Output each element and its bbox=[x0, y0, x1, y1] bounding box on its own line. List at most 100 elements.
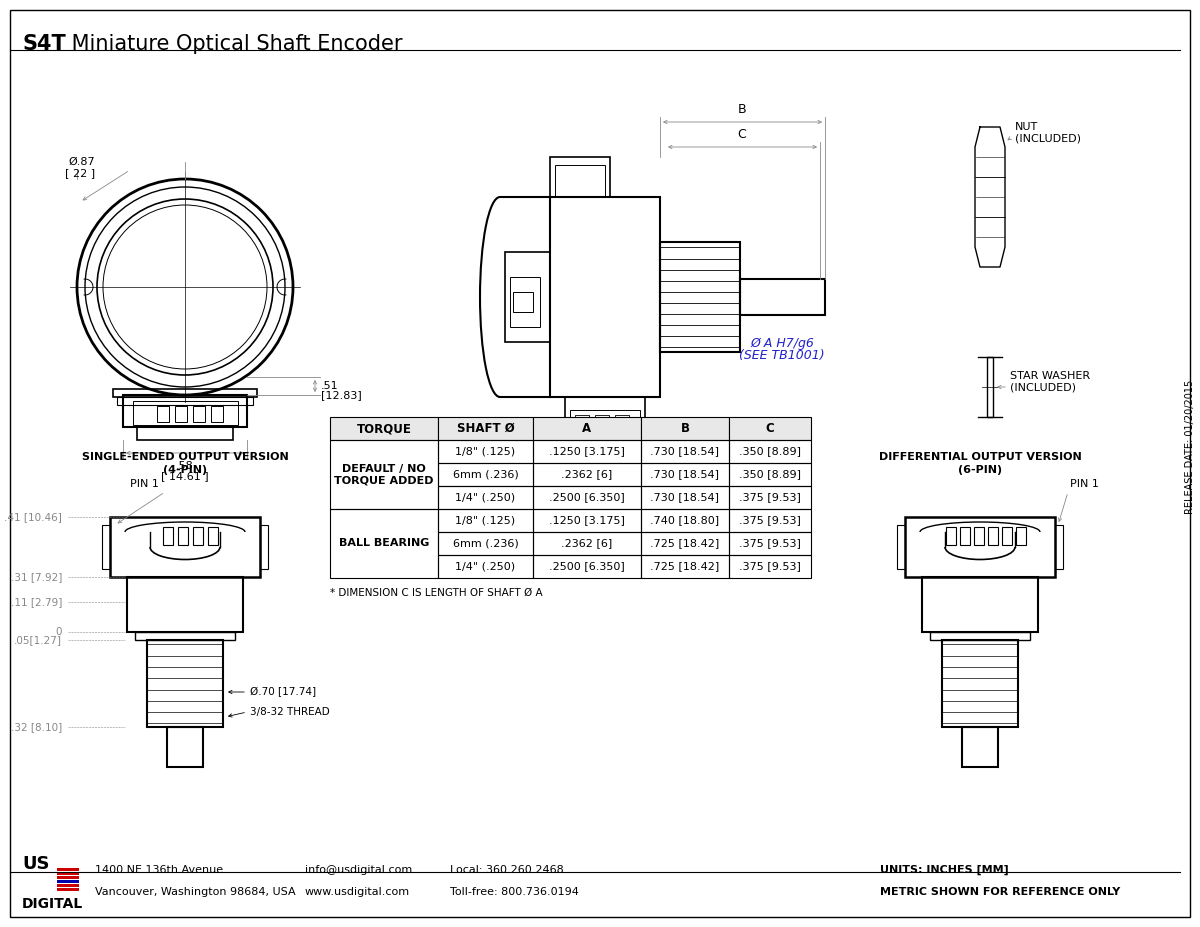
Text: .58: .58 bbox=[176, 461, 194, 471]
Text: C: C bbox=[766, 422, 774, 435]
Text: UNITS: INCHES [MM]: UNITS: INCHES [MM] bbox=[880, 865, 1009, 875]
Bar bbox=[960, 527, 970, 545]
Text: .2362 [6]: .2362 [6] bbox=[562, 539, 613, 549]
Text: .2500 [6.350]: .2500 [6.350] bbox=[550, 562, 625, 572]
Text: TORQUE: TORQUE bbox=[356, 422, 412, 435]
Text: 1400 NE 136th Avenue: 1400 NE 136th Avenue bbox=[95, 865, 223, 875]
Bar bbox=[1002, 527, 1012, 545]
Bar bbox=[533, 486, 641, 509]
Text: PIN 1: PIN 1 bbox=[130, 479, 158, 489]
Bar bbox=[510, 277, 540, 327]
Text: Ø A H7/g6: Ø A H7/g6 bbox=[750, 337, 814, 350]
Text: DIFFERENTIAL OUTPUT VERSION: DIFFERENTIAL OUTPUT VERSION bbox=[878, 452, 1081, 462]
Bar bbox=[175, 406, 187, 422]
Bar bbox=[641, 417, 730, 440]
Bar bbox=[550, 157, 610, 197]
Bar bbox=[438, 440, 533, 463]
Bar bbox=[641, 532, 730, 555]
Bar bbox=[58, 872, 79, 875]
Text: .2362 [6]: .2362 [6] bbox=[562, 469, 613, 479]
Text: (4-PIN): (4-PIN) bbox=[163, 465, 208, 475]
Text: RELEASE DATE: 01/20/2015: RELEASE DATE: 01/20/2015 bbox=[1186, 380, 1195, 514]
Text: info@usdigital.com: info@usdigital.com bbox=[305, 865, 413, 875]
Text: .375 [9.53]: .375 [9.53] bbox=[739, 562, 800, 572]
Text: .32 [8.10]: .32 [8.10] bbox=[11, 722, 62, 732]
Text: 1/8" (.125): 1/8" (.125) bbox=[456, 515, 516, 526]
Bar bbox=[178, 527, 188, 545]
Text: B: B bbox=[680, 422, 690, 435]
Bar bbox=[962, 727, 998, 767]
Bar bbox=[942, 640, 1018, 727]
Bar bbox=[124, 395, 247, 427]
Text: .51: .51 bbox=[322, 381, 338, 391]
Bar bbox=[514, 292, 533, 312]
Bar bbox=[330, 509, 438, 578]
Bar bbox=[730, 463, 811, 486]
Bar bbox=[730, 486, 811, 509]
Bar bbox=[974, 527, 984, 545]
Text: 1/4" (.250): 1/4" (.250) bbox=[456, 562, 516, 572]
Text: DEFAULT / NO
TORQUE ADDED: DEFAULT / NO TORQUE ADDED bbox=[335, 464, 433, 486]
Text: .725 [18.42]: .725 [18.42] bbox=[650, 562, 720, 572]
Bar bbox=[641, 509, 730, 532]
Bar bbox=[730, 417, 811, 440]
Bar bbox=[641, 486, 730, 509]
Text: .05[1.27]: .05[1.27] bbox=[14, 635, 62, 645]
Bar bbox=[58, 888, 79, 891]
Bar bbox=[118, 397, 253, 405]
Bar bbox=[1016, 527, 1026, 545]
Text: .2500 [6.350]: .2500 [6.350] bbox=[550, 492, 625, 502]
Bar bbox=[616, 415, 629, 433]
Bar bbox=[533, 555, 641, 578]
Text: Ø.87: Ø.87 bbox=[68, 157, 95, 167]
Text: .730 [18.54]: .730 [18.54] bbox=[650, 492, 720, 502]
Bar bbox=[133, 401, 238, 425]
Bar bbox=[740, 279, 826, 315]
Text: 1/4" (.250): 1/4" (.250) bbox=[456, 492, 516, 502]
Bar bbox=[157, 406, 169, 422]
Text: METRIC SHOWN FOR REFERENCE ONLY: METRIC SHOWN FOR REFERENCE ONLY bbox=[880, 887, 1121, 897]
Text: Miniature Optical Shaft Encoder: Miniature Optical Shaft Encoder bbox=[65, 34, 402, 54]
Bar bbox=[330, 440, 438, 509]
Text: SHAFT Ø: SHAFT Ø bbox=[457, 422, 515, 435]
Bar bbox=[438, 509, 533, 532]
Text: .375 [9.53]: .375 [9.53] bbox=[739, 539, 800, 549]
Text: .740 [18.80]: .740 [18.80] bbox=[650, 515, 720, 526]
Bar bbox=[193, 406, 205, 422]
Bar bbox=[1055, 525, 1063, 569]
Bar bbox=[898, 525, 905, 569]
Text: .41 [10.46]: .41 [10.46] bbox=[4, 512, 62, 522]
Bar bbox=[58, 880, 79, 883]
Text: 1/8" (.125): 1/8" (.125) bbox=[456, 447, 516, 456]
Bar bbox=[533, 509, 641, 532]
Text: DIGITAL: DIGITAL bbox=[22, 897, 83, 911]
Text: PIN 1: PIN 1 bbox=[1070, 479, 1099, 489]
Bar bbox=[438, 463, 533, 486]
Text: 6mm (.236): 6mm (.236) bbox=[452, 469, 518, 479]
Text: .730 [18.54]: .730 [18.54] bbox=[650, 447, 720, 456]
Bar bbox=[565, 397, 646, 437]
Text: .1250 [3.175]: .1250 [3.175] bbox=[550, 515, 625, 526]
Bar bbox=[730, 532, 811, 555]
Text: NUT
(INCLUDED): NUT (INCLUDED) bbox=[1015, 122, 1081, 144]
Bar bbox=[986, 357, 994, 417]
Bar bbox=[533, 440, 641, 463]
Bar bbox=[438, 486, 533, 509]
Text: .31 [7.92]: .31 [7.92] bbox=[11, 572, 62, 582]
Bar bbox=[550, 197, 660, 397]
Text: B: B bbox=[738, 103, 746, 116]
Bar bbox=[438, 417, 533, 440]
Text: Toll-free: 800.736.0194: Toll-free: 800.736.0194 bbox=[450, 887, 578, 897]
Bar bbox=[163, 527, 173, 545]
Text: [ 14.61 ]: [ 14.61 ] bbox=[161, 471, 209, 481]
Bar bbox=[946, 527, 956, 545]
Text: SINGLE-ENDED OUTPUT VERSION: SINGLE-ENDED OUTPUT VERSION bbox=[82, 452, 288, 462]
Text: [ 22 ]: [ 22 ] bbox=[65, 168, 95, 178]
Bar bbox=[148, 640, 223, 727]
Bar bbox=[930, 632, 1030, 640]
Bar bbox=[660, 242, 740, 352]
Bar bbox=[110, 517, 260, 577]
Bar bbox=[167, 727, 203, 767]
Bar bbox=[595, 415, 610, 433]
Text: 6mm (.236): 6mm (.236) bbox=[452, 539, 518, 549]
